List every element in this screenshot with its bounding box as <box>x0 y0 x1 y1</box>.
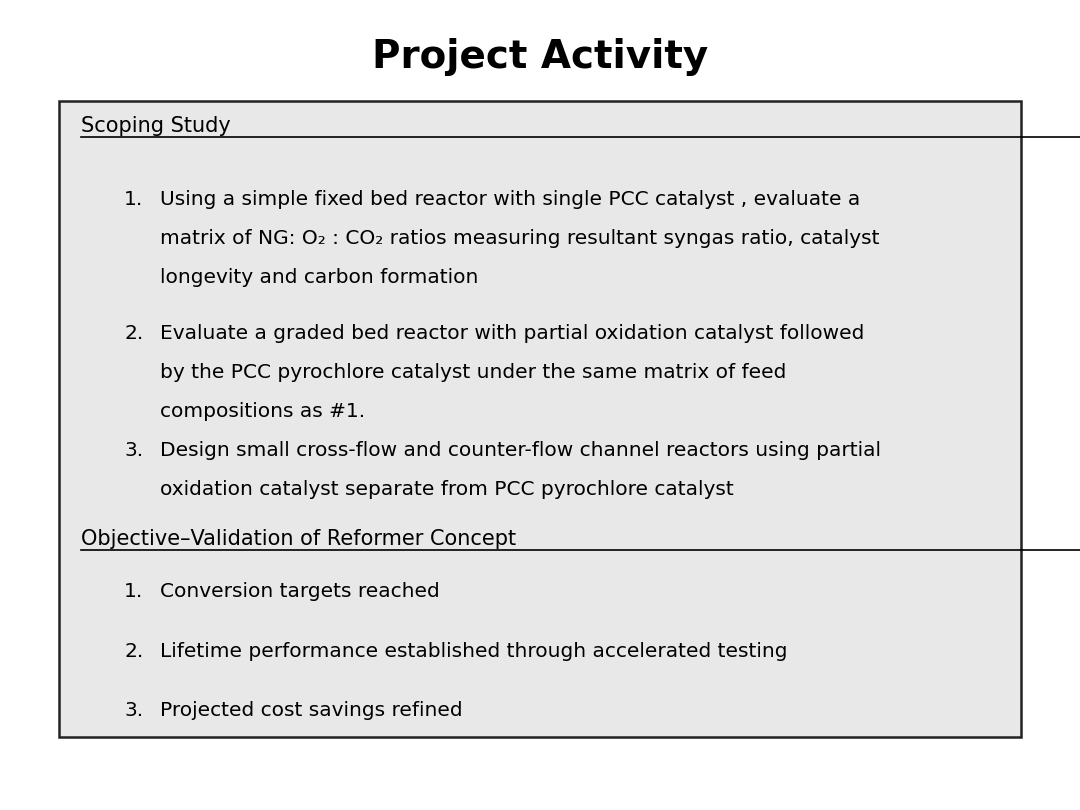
Text: Scoping Study: Scoping Study <box>81 116 231 135</box>
Text: longevity and carbon formation: longevity and carbon formation <box>160 268 478 287</box>
Text: Evaluate a graded bed reactor with partial oxidation catalyst followed: Evaluate a graded bed reactor with parti… <box>160 324 864 343</box>
Text: by the PCC pyrochlore catalyst under the same matrix of feed: by the PCC pyrochlore catalyst under the… <box>160 363 786 382</box>
Text: Objective–Validation of Reformer Concept: Objective–Validation of Reformer Concept <box>81 529 516 548</box>
FancyBboxPatch shape <box>59 101 1021 737</box>
Text: 1.: 1. <box>124 190 144 209</box>
Text: 3.: 3. <box>124 701 144 720</box>
Text: compositions as #1.: compositions as #1. <box>160 402 365 420</box>
Text: Lifetime performance established through accelerated testing: Lifetime performance established through… <box>160 642 787 660</box>
Text: Design small cross-flow and counter-flow channel reactors using partial: Design small cross-flow and counter-flow… <box>160 441 881 460</box>
Text: 2.: 2. <box>124 642 144 660</box>
Text: 3.: 3. <box>124 441 144 460</box>
Text: oxidation catalyst separate from PCC pyrochlore catalyst: oxidation catalyst separate from PCC pyr… <box>160 480 733 499</box>
Text: Project Activity: Project Activity <box>372 38 708 75</box>
Text: 1.: 1. <box>124 582 144 600</box>
Text: 2.: 2. <box>124 324 144 343</box>
Text: Conversion targets reached: Conversion targets reached <box>160 582 440 600</box>
Text: Projected cost savings refined: Projected cost savings refined <box>160 701 462 720</box>
Text: matrix of NG: O₂ : CO₂ ratios measuring resultant syngas ratio, catalyst: matrix of NG: O₂ : CO₂ ratios measuring … <box>160 229 879 248</box>
Text: Using a simple fixed bed reactor with single PCC catalyst , evaluate a: Using a simple fixed bed reactor with si… <box>160 190 860 209</box>
